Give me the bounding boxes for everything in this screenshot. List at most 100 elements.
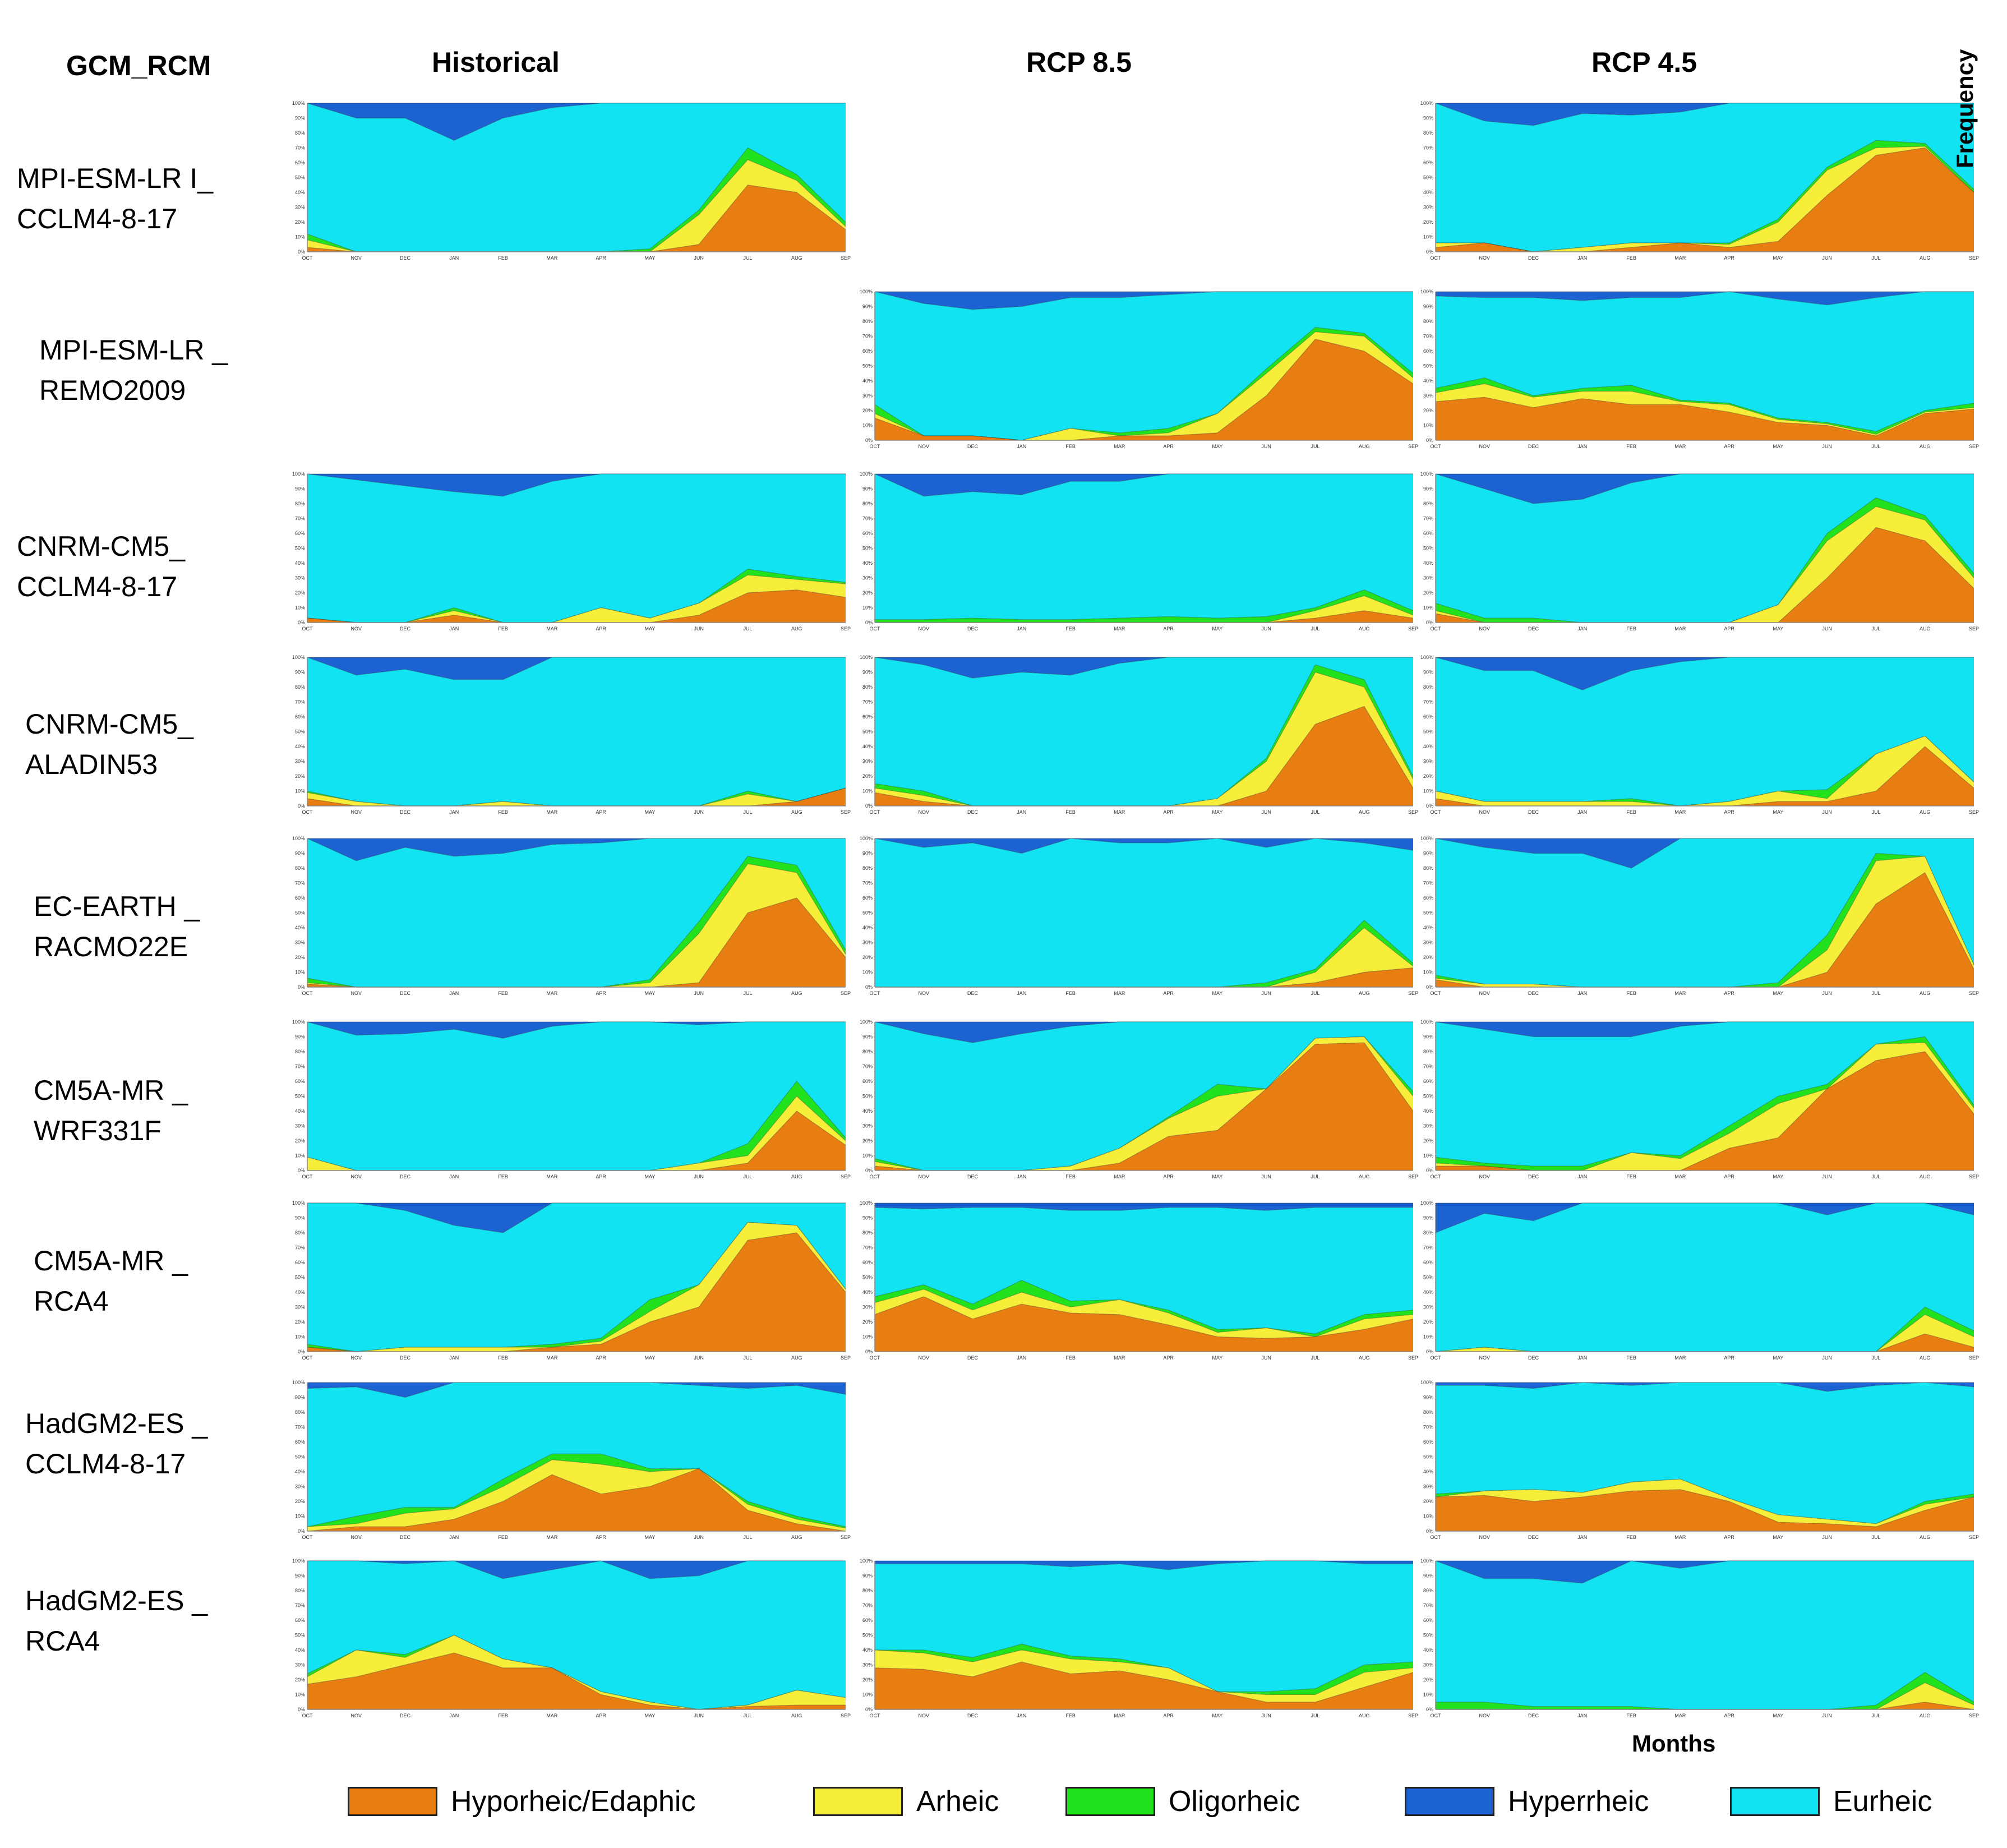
y-tick-label: 20% (862, 1319, 873, 1325)
y-tick-label: 30% (862, 940, 873, 946)
y-tick-label: 20% (862, 1138, 873, 1144)
y-tick-label: 50% (862, 546, 873, 551)
x-tick-label: NOV (919, 809, 930, 815)
historical-header: Historical (432, 47, 560, 78)
y-tick-label: 20% (1423, 590, 1433, 596)
row-header: GCM_RCM (66, 50, 211, 81)
x-tick-label: MAR (1674, 809, 1686, 815)
y-tick-label: 30% (1423, 1123, 1433, 1129)
chart-panel: 0% 10% 20% 30% 40% 50% 60% 70% 80% 90% 100% OCT NOV D… (1420, 100, 1979, 261)
area-band-hyporheic (1436, 1489, 1974, 1531)
y-tick-label: 30% (862, 1123, 873, 1129)
y-tick-label: 50% (862, 1275, 873, 1280)
x-tick-label: JUL (1871, 809, 1880, 815)
x-tick-label: JAN (1577, 990, 1587, 996)
x-tick-label: JAN (1577, 1355, 1587, 1361)
y-tick-label: 10% (1423, 1514, 1433, 1519)
y-tick-label: 10% (295, 789, 305, 794)
chart-panel: 0% 10% 20% 30% 40% 50% 60% 70% 80% 90% 100% OCT NOV D… (1420, 1558, 1979, 1718)
x-tick-label: DEC (967, 1174, 979, 1179)
chart-panel: 0% 10% 20% 30% 40% 50% 60% 70% 80% 90% 100% OCT NOV D… (1420, 289, 1979, 449)
x-tick-label: OCT (870, 1355, 881, 1361)
area-band-hyperrheic (307, 474, 846, 496)
row-label-line: REMO2009 (39, 375, 186, 406)
y-tick-label: 40% (1423, 744, 1433, 749)
x-tick-label: FEB (1065, 444, 1076, 449)
area-edge-eurheic (307, 1202, 846, 1233)
x-tick-label: OCT (1431, 809, 1442, 815)
y-tick-label: 30% (1423, 1484, 1433, 1490)
chart-panel: 0% 10% 20% 30% 40% 50% 60% 70% 80% 90% 100% OCT NOV D… (1420, 1380, 1979, 1540)
chart-panel: 0% 10% 20% 30% 40% 50% 60% 70% 80% 90% 100% OCT NOV D… (292, 836, 851, 996)
x-tick-label: DEC (967, 444, 979, 449)
y-tick-label: 0% (1426, 803, 1433, 809)
y-tick-label: 90% (1423, 1395, 1433, 1400)
y-tick-label: 40% (1423, 1289, 1433, 1295)
stacked-area-chart: 0% 10% 20% 30% 40% 50% 60% 70% 80% 90% 100% OCT NOV D… (292, 1380, 851, 1540)
area-edge-eurheic (307, 657, 846, 680)
area-band-arheic (875, 672, 1413, 806)
y-tick-label: 30% (295, 1484, 305, 1490)
x-tick-label: NOV (1479, 444, 1491, 449)
x-tick-label: JAN (1017, 1355, 1026, 1361)
x-tick-label: JUL (1871, 255, 1880, 261)
y-tick-label: 90% (1423, 851, 1433, 856)
x-tick-label: APR (1163, 990, 1174, 996)
x-tick-label: JUN (1822, 1713, 1832, 1718)
x-tick-label: DEC (1528, 444, 1539, 449)
x-tick-label: MAY (1773, 255, 1783, 261)
area-edge-eurheic (1435, 1560, 1974, 1584)
area-band-eurheic (1436, 1022, 1974, 1167)
x-tick-label: DEC (400, 809, 411, 815)
y-tick-label: 100% (292, 1200, 305, 1206)
area-band-hyperrheic (307, 1203, 846, 1233)
x-tick-label: MAY (644, 1355, 655, 1361)
y-tick-label: 40% (1423, 1469, 1433, 1474)
y-tick-label: 80% (862, 684, 873, 690)
y-tick-label: 20% (295, 1677, 305, 1683)
x-tick-label: JUN (1261, 626, 1271, 632)
area-band-arheic (1436, 736, 1974, 806)
y-tick-label: 100% (1420, 1558, 1433, 1564)
y-tick-label: 20% (862, 408, 873, 413)
row-label-line: EC-EARTH _ (34, 891, 200, 922)
area-edge-oligorheic (874, 326, 1414, 441)
area-band-eurheic (875, 474, 1413, 620)
x-tick-label: MAR (546, 990, 558, 996)
y-tick-label: 70% (1423, 1064, 1433, 1070)
stacked-area-chart: 0% 10% 20% 30% 40% 50% 60% 70% 80% 90% 100% OCT NOV D… (860, 471, 1418, 632)
y-tick-label: 20% (295, 1319, 305, 1325)
x-tick-label: APR (1724, 1534, 1734, 1540)
area-band-hyperrheic (1436, 474, 1974, 504)
area-edge-hyporheic (874, 1296, 1414, 1339)
y-tick-label: 60% (862, 531, 873, 536)
x-tick-label: AUG (1359, 626, 1370, 632)
x-tick-label: MAR (1674, 626, 1686, 632)
x-tick-label: JAN (449, 990, 459, 996)
x-tick-label: DEC (967, 1355, 979, 1361)
stacked-area-chart: 0% 10% 20% 30% 40% 50% 60% 70% 80% 90% 100% OCT NOV D… (860, 655, 1418, 815)
y-tick-label: 40% (1423, 560, 1433, 566)
x-tick-label: MAR (1114, 1713, 1125, 1718)
y-tick-label: 20% (295, 1138, 305, 1144)
x-tick-label: NOV (919, 626, 930, 632)
x-tick-label: APR (596, 626, 606, 632)
legend-label: Eurheic (1833, 1785, 1932, 1818)
chart-panel: 0% 10% 20% 30% 40% 50% 60% 70% 80% 90% 100% OCT NOV D… (292, 1200, 851, 1361)
x-tick-label: FEB (498, 809, 508, 815)
legend-item-hyperrheic: Hyperrheic (1405, 1779, 1649, 1824)
area-band-eurheic (1436, 474, 1974, 623)
y-tick-label: 0% (865, 620, 873, 625)
x-tick-label: APR (1163, 626, 1174, 632)
y-tick-label: 0% (298, 803, 305, 809)
area-edge-eurheic (1435, 291, 1974, 306)
y-tick-label: 0% (1426, 249, 1433, 255)
x-tick-label: JUN (1261, 1713, 1271, 1718)
area-edge-oligorheic (874, 1280, 1414, 1334)
x-tick-label: NOV (351, 626, 362, 632)
y-tick-label: 90% (295, 1573, 305, 1579)
y-tick-label: 40% (295, 1108, 305, 1114)
y-tick-label: 10% (295, 234, 305, 240)
y-tick-label: 50% (1423, 910, 1433, 916)
x-tick-label: JUN (1261, 1174, 1271, 1179)
